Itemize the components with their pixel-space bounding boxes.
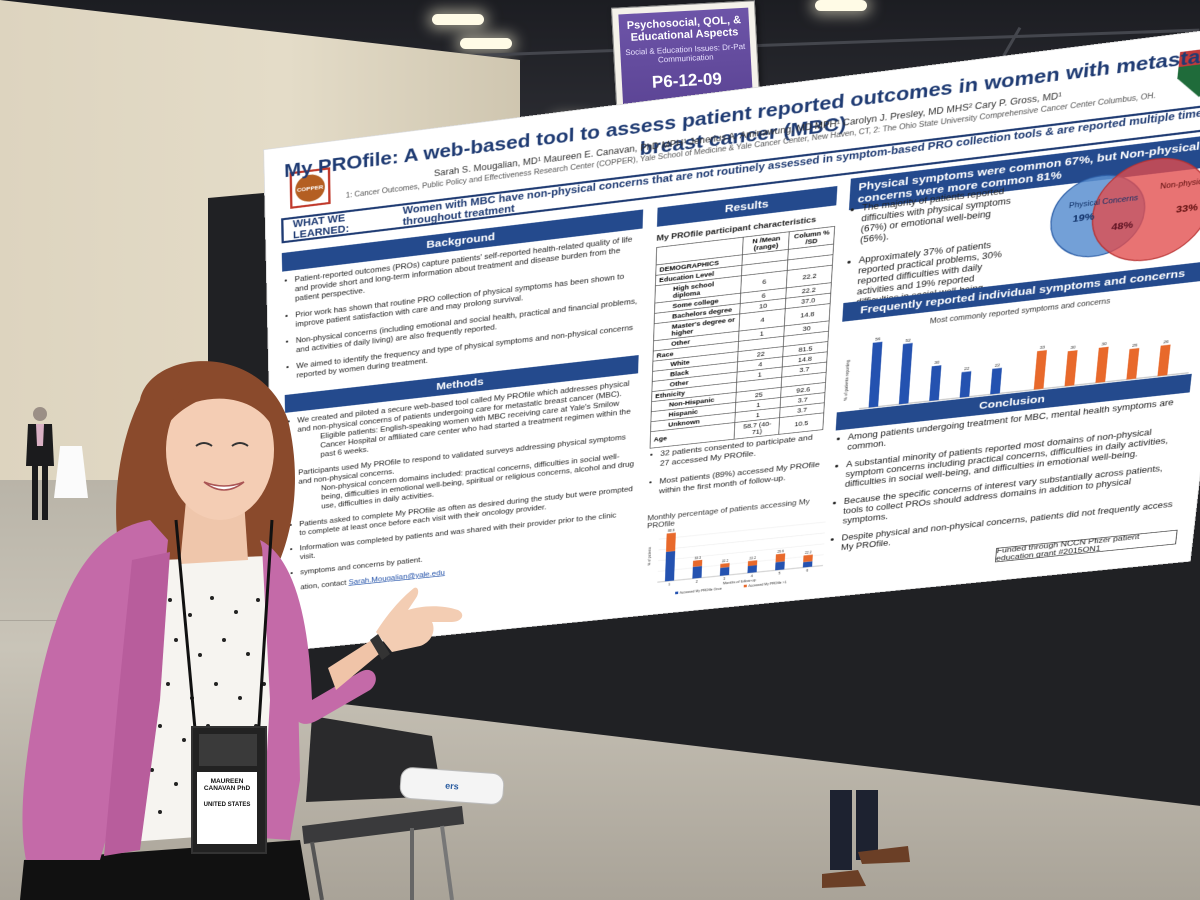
legend-swatch [675, 591, 679, 595]
bar-value-label: 33 [1039, 345, 1045, 350]
bar [868, 341, 883, 408]
ceiling-light [460, 38, 512, 49]
stacked-bar-segment [747, 560, 758, 567]
stacked-bar-segment [803, 554, 813, 563]
bar-value-label: 30 [1070, 345, 1076, 350]
venn-diagram: Physical Concerns 19% 48% Non-physical C… [1022, 147, 1200, 279]
stacked-bar-segment [775, 561, 785, 571]
wall-outlet [132, 426, 144, 450]
venn-nonphysical-circle [1088, 152, 1200, 267]
venn-physical-pct: 19% [1072, 212, 1095, 225]
methods-text: We created and piloted a secure web-base… [285, 378, 638, 593]
background-person-legs [822, 790, 910, 888]
bar-total-label: 22.2 [749, 556, 756, 560]
stacked-bar-segment [666, 532, 676, 552]
stacked-bar-segment [692, 565, 703, 579]
chart-gridline [658, 555, 824, 572]
bar [1033, 350, 1047, 390]
contact-label: ation, contact [300, 579, 347, 592]
bar [959, 371, 972, 398]
sign-subtopic: Social & Education Issues: Dr-Pat Commun… [625, 41, 746, 65]
contact-email[interactable]: Sarah.Mougalian@yale.edu [348, 568, 445, 587]
bar-category-label: 3 [723, 577, 725, 581]
stacked-bar-segment [719, 566, 730, 576]
bar [929, 365, 942, 402]
stacked-bar-segment [692, 559, 703, 567]
bar-value-label: 26 [1163, 339, 1170, 344]
legend-swatch [743, 584, 747, 588]
venn-overlap-pct: 48% [1111, 220, 1134, 233]
bar-total-label: 33.3 [694, 556, 701, 560]
stacked-bar-segment [747, 565, 758, 574]
learned-label: WHAT WE LEARNED: [292, 211, 350, 241]
participant-table: N /Mean (range) Column % /SD DEMOGRAPHIC… [650, 226, 835, 449]
badge-card: MAUREEN CANAVAN PhD UNITED STATES [197, 772, 257, 844]
stacked-bar-segment [775, 553, 786, 563]
bar-category-label: 5 [778, 572, 780, 576]
bar-category-label: 4 [751, 574, 753, 578]
access-chart: % of patients 88.9 1 33.3 2 22.2 3 22.2 4 29.6 5 22… [647, 505, 833, 595]
bar-value-label: 30 [1101, 341, 1107, 346]
bar-category-label: 2 [696, 580, 698, 584]
bar [1064, 350, 1078, 387]
badge-country: UNITED STATES [203, 802, 251, 808]
research-poster: COPPER My PROfile: A web-based tool to a… [264, 25, 1200, 652]
bar-value-label: 22 [964, 366, 970, 371]
chart-y-label: % of patients [647, 547, 652, 566]
bar [1157, 344, 1171, 377]
chair [302, 716, 464, 900]
bar-total-label: 29.6 [777, 550, 784, 554]
chart-gridline [658, 544, 824, 561]
bar-value-label: 22 [995, 362, 1001, 367]
bar-category-label: 1 [668, 583, 670, 587]
bar-value-label: 52 [905, 337, 911, 342]
ceiling-light [432, 14, 484, 25]
bar [1126, 348, 1140, 380]
venn-nonphysical-pct: 33% [1175, 202, 1198, 215]
background-attendee [26, 407, 54, 520]
legend-label: Accessed My PROfile >1 [748, 581, 786, 588]
chart-gridline [658, 533, 824, 550]
stacked-bar-segment [664, 550, 676, 582]
bar [1095, 346, 1109, 383]
stacked-bar-segment [802, 561, 813, 568]
legend-label: Accessed My PROfile Once [680, 587, 722, 595]
bar-total-label: 22.2 [805, 551, 812, 555]
table-cell-value: 58.7 (40-71) [734, 417, 780, 440]
chart-gridline [659, 522, 826, 539]
bar-total-label: 88.9 [668, 529, 675, 533]
bar [898, 342, 913, 405]
bar [990, 367, 1002, 395]
bar-total-label: 22.2 [722, 559, 729, 563]
bar-value-label: 56 [875, 336, 881, 341]
table-cell-pct: 10.5 [778, 412, 824, 435]
bar-value-label: 30 [934, 360, 940, 365]
bar-category-label: 6 [806, 569, 808, 573]
ceiling-light [815, 0, 867, 11]
chart-x-label: Months of follow-up [723, 579, 756, 586]
chart-y-label: % of patients reporting [843, 359, 851, 401]
bar-value-label: 26 [1132, 342, 1138, 347]
badge-logo [199, 734, 257, 766]
sign-topic: Psychosocial, QOL, & Educational Aspects [626, 14, 742, 44]
badge-name: MAUREEN CANAVAN PhD [203, 778, 251, 792]
conference-badge: MAUREEN CANAVAN PhD UNITED STATES [191, 726, 267, 854]
table-body: DEMOGRAPHICS Education Level High school d… [650, 244, 834, 449]
background-table [54, 446, 88, 498]
